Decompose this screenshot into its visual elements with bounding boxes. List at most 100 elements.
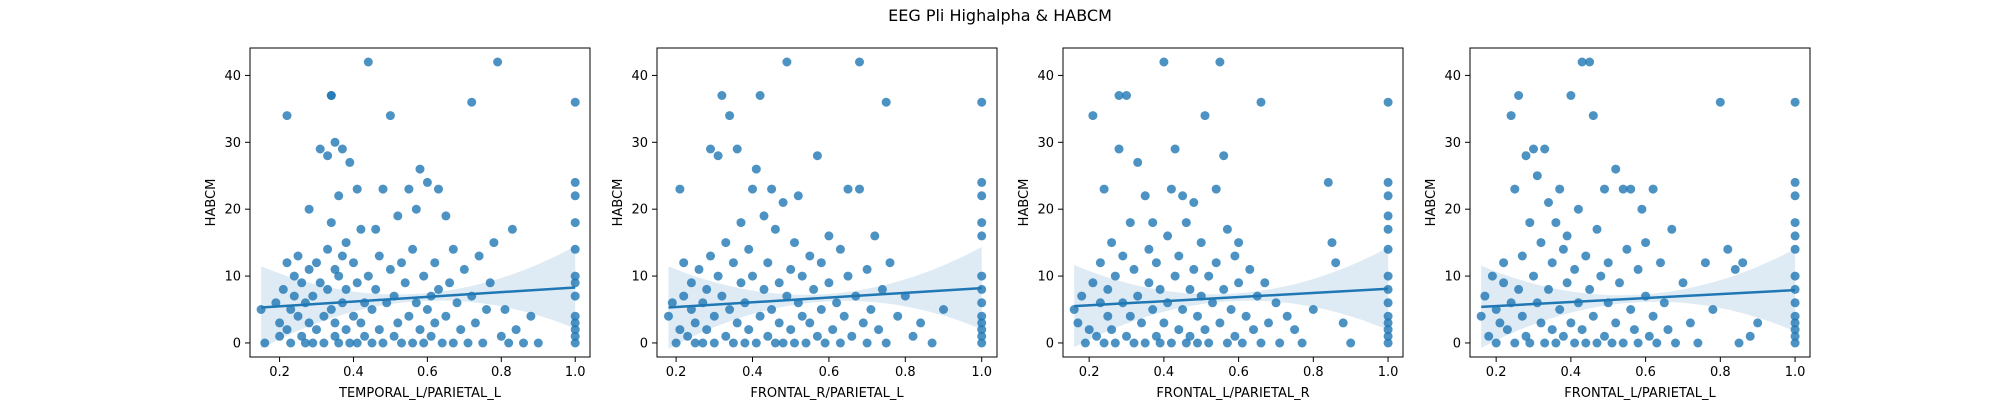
data-point	[1211, 184, 1221, 194]
data-point	[1588, 111, 1598, 121]
y-tick-label: 10	[1037, 270, 1054, 285]
data-point	[977, 231, 987, 241]
data-point	[315, 144, 325, 154]
data-point	[1308, 305, 1318, 314]
data-point	[977, 311, 987, 321]
data-point	[805, 318, 815, 328]
y-tick-label: 20	[631, 203, 648, 218]
data-point	[337, 251, 347, 261]
data-point	[304, 318, 314, 328]
y-axis-label: HABCM	[204, 179, 219, 227]
data-point	[1222, 338, 1232, 348]
data-point	[782, 291, 792, 301]
data-point	[1607, 338, 1617, 348]
data-point	[493, 57, 503, 67]
data-point	[1245, 264, 1255, 274]
data-point	[1103, 311, 1113, 321]
data-point	[881, 338, 891, 348]
y-tick-label: 0	[640, 336, 648, 351]
data-point	[977, 331, 987, 341]
data-point	[293, 251, 303, 261]
data-point	[1510, 338, 1520, 348]
data-point	[1476, 311, 1486, 321]
y-tick-label: 0	[1046, 336, 1054, 351]
data-point	[1480, 291, 1490, 301]
data-point	[820, 338, 830, 348]
data-point	[1118, 251, 1128, 261]
data-point	[855, 57, 864, 67]
data-point	[1715, 97, 1725, 107]
data-point	[1129, 338, 1139, 348]
x-axis-label: FRONTAL_R/PARIETAL_L	[750, 386, 904, 400]
data-point	[1290, 325, 1300, 335]
data-point	[456, 325, 466, 335]
data-point	[1633, 264, 1643, 274]
x-tick-label: 1.0	[971, 365, 992, 380]
data-point	[709, 338, 719, 348]
data-point	[706, 144, 715, 154]
data-point	[812, 331, 822, 341]
data-point	[786, 264, 796, 274]
data-point	[459, 264, 469, 274]
data-point	[1181, 218, 1191, 228]
x-tick-label: 0.4	[1561, 365, 1582, 380]
data-point	[286, 305, 296, 314]
data-point	[755, 311, 765, 321]
data-point	[1495, 318, 1505, 328]
data-point	[1163, 231, 1173, 241]
data-point	[1615, 278, 1624, 288]
data-point	[721, 331, 731, 341]
data-point	[717, 91, 727, 100]
data-point	[770, 338, 780, 348]
data-point	[289, 291, 299, 301]
data-point	[430, 258, 440, 268]
x-tick-label: 0.2	[1079, 365, 1100, 380]
data-point	[732, 318, 742, 328]
data-point	[1114, 91, 1124, 100]
data-point	[1264, 318, 1273, 328]
data-point	[426, 331, 436, 341]
data-point	[744, 325, 754, 335]
data-point	[977, 97, 987, 107]
data-point	[330, 331, 340, 341]
data-point	[496, 331, 506, 341]
data-point	[397, 258, 406, 268]
data-point	[419, 338, 429, 348]
data-point	[835, 338, 845, 348]
data-point	[408, 338, 418, 348]
data-point	[400, 278, 410, 288]
y-tick-label: 30	[1444, 136, 1461, 151]
data-point	[858, 318, 868, 328]
regression-line	[261, 286, 576, 309]
data-point	[1611, 164, 1621, 174]
regression-line	[1481, 288, 1796, 309]
data-point	[1790, 191, 1800, 201]
data-point	[422, 305, 432, 314]
data-point	[570, 244, 580, 254]
data-point	[1790, 244, 1800, 254]
data-point	[1080, 338, 1090, 348]
data-point	[1656, 258, 1665, 268]
data-point	[1122, 91, 1131, 100]
x-axis-label: FRONTAL_L/PARIETAL_L	[1564, 386, 1716, 400]
data-point	[1570, 264, 1580, 274]
data-point	[1077, 291, 1087, 301]
data-point	[1514, 91, 1524, 100]
data-point	[1678, 278, 1688, 288]
data-point	[570, 218, 580, 228]
data-point	[1383, 271, 1393, 281]
data-point	[1170, 144, 1180, 154]
data-point	[1529, 271, 1538, 281]
data-point	[1484, 331, 1494, 341]
data-point	[463, 338, 473, 348]
data-point	[1592, 224, 1602, 234]
data-point	[1547, 325, 1557, 335]
data-point	[1790, 331, 1800, 341]
x-tick-label: 0.2	[666, 365, 687, 380]
data-point	[308, 338, 318, 348]
data-point	[570, 278, 580, 288]
data-point	[334, 271, 344, 281]
data-point	[1088, 111, 1098, 121]
data-point	[363, 57, 373, 67]
data-point	[1611, 318, 1621, 328]
